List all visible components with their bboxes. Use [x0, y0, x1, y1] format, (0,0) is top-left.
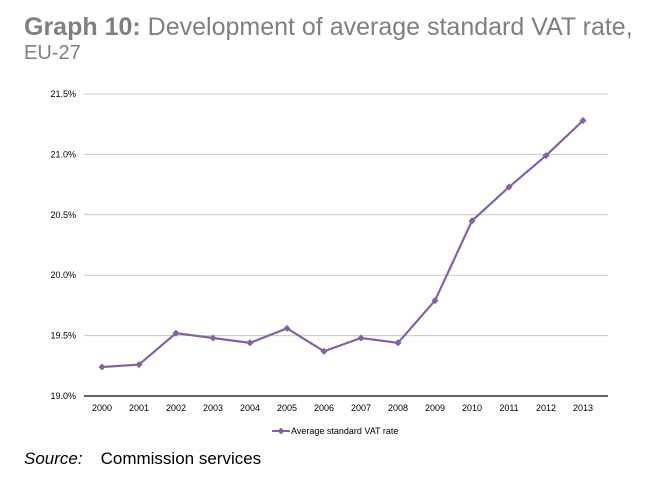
chart-title: Graph 10: Development of average standar…: [24, 14, 633, 40]
data-point: [431, 297, 439, 305]
data-point: [468, 217, 476, 225]
x-tick-label: 2006: [314, 403, 334, 413]
data-point: [505, 183, 513, 191]
x-tick-label: 2009: [425, 403, 445, 413]
y-tick-label: 20.5%: [50, 210, 76, 220]
y-tick-label: 21.5%: [50, 89, 76, 99]
data-point: [542, 152, 550, 160]
series-line: [101, 119, 584, 369]
x-tick-label: 2012: [536, 403, 556, 413]
data-point: [579, 117, 587, 125]
data-point: [98, 363, 106, 371]
y-tick-label: 21.0%: [50, 149, 76, 159]
chart-subtitle: EU-27: [24, 42, 81, 64]
x-tick-label: 2011: [499, 403, 518, 413]
y-tick-label: 20.0%: [50, 270, 76, 280]
x-tick-label: 2004: [240, 403, 260, 413]
legend-label: Average standard VAT rate: [291, 426, 398, 436]
x-tick-label: 2002: [166, 403, 186, 413]
legend-marker: [277, 427, 285, 435]
x-tick-label: 2013: [573, 403, 593, 413]
data-point: [357, 334, 365, 342]
x-tick-label: 2000: [92, 403, 112, 413]
x-tick-label: 2003: [203, 403, 223, 413]
data-point: [394, 339, 402, 347]
data-point: [246, 339, 254, 347]
x-tick-label: 2007: [351, 403, 371, 413]
y-tick-label: 19.5%: [50, 331, 76, 341]
title-bold: Graph 10:: [24, 13, 141, 41]
data-point: [320, 347, 328, 355]
source-label: Source:: [24, 449, 83, 468]
data-point: [283, 324, 291, 332]
y-tick-label: 19.0%: [50, 391, 76, 401]
source-note: Source: Commission services: [24, 449, 261, 469]
title-rest: Development of average standard VAT rate…: [147, 13, 633, 41]
x-tick-label: 2010: [462, 403, 482, 413]
x-tick-label: 2008: [388, 403, 408, 413]
source-text: Commission services: [100, 449, 262, 468]
data-point: [135, 361, 143, 369]
x-tick-label: 2001: [129, 403, 149, 413]
data-point: [172, 329, 180, 337]
x-tick-label: 2005: [277, 403, 297, 413]
data-point: [209, 334, 217, 342]
